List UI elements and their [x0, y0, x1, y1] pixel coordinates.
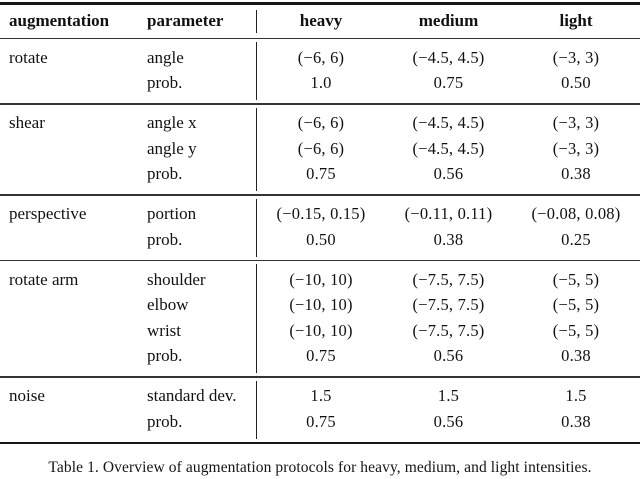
value-light: 0.50 [561, 73, 591, 93]
value-medium: 0.56 [433, 346, 464, 366]
value-light: 0.25 [561, 229, 591, 249]
column-divider [256, 380, 258, 439]
value-heavy: 0.75 [306, 346, 336, 366]
value-light: (−3, 3) [552, 47, 600, 67]
parameter-label: prob. [147, 73, 183, 93]
section-rule [0, 376, 640, 378]
table-row: angle y (−6, 6) (−4.5, 4.5) (−3, 3) [0, 136, 640, 162]
parameter-label: angle x [147, 113, 197, 133]
value-heavy: (−0.15, 0.15) [276, 204, 366, 224]
table-row: shear angle x (−6, 6) (−4.5, 4.5) (−3, 3… [0, 111, 640, 137]
value-light: (−5, 5) [552, 295, 600, 315]
parameter-label: wrist [147, 320, 181, 340]
section-rule [0, 103, 640, 105]
augmentation-label: rotate [9, 47, 48, 67]
parameter-label: angle y [147, 138, 197, 158]
value-light: (−3, 3) [552, 138, 600, 158]
parameter-label: prob. [147, 346, 183, 366]
header-medium: medium [418, 11, 479, 30]
value-medium: (−4.5, 4.5) [412, 47, 485, 67]
value-medium: 0.56 [433, 164, 464, 184]
column-divider [256, 107, 258, 191]
value-light: (−5, 5) [552, 269, 600, 289]
value-medium: 0.75 [433, 73, 464, 93]
column-divider [256, 198, 258, 257]
parameter-label: shoulder [147, 269, 206, 289]
value-heavy: (−6, 6) [297, 138, 345, 158]
table-row: perspective portion (−0.15, 0.15) (−0.11… [0, 202, 640, 228]
table-caption: Table 1. Overview of augmentation protoc… [48, 459, 592, 476]
table-header-row: augmentation parameter heavy medium ligh… [0, 5, 640, 38]
parameter-label: prob. [147, 229, 183, 249]
section-perspective: perspective portion (−0.15, 0.15) (−0.11… [0, 196, 640, 260]
header-heavy: heavy [299, 11, 343, 30]
value-light: 0.38 [561, 164, 591, 184]
table-top-rule [0, 2, 640, 5]
parameter-label: portion [147, 204, 197, 224]
value-light: (−0.08, 0.08) [531, 204, 621, 224]
section-noise: noise standard dev. 1.5 1.5 1.5 prob. 0.… [0, 378, 640, 442]
value-medium: (−7.5, 7.5) [412, 269, 485, 289]
value-light: 0.38 [561, 411, 591, 431]
augmentation-label: shear [9, 113, 45, 133]
value-light: 0.38 [561, 346, 591, 366]
value-light: 1.5 [565, 386, 587, 406]
table-row: elbow (−10, 10) (−7.5, 7.5) (−5, 5) [0, 293, 640, 319]
value-heavy: (−10, 10) [289, 320, 353, 340]
value-heavy: 0.50 [306, 229, 336, 249]
table-row: prob. 0.75 0.56 0.38 [0, 162, 640, 188]
section-rotate: rotate angle (−6, 6) (−4.5, 4.5) (−3, 3)… [0, 39, 640, 103]
header-parameter: parameter [147, 11, 224, 30]
table-row: prob. 0.75 0.56 0.38 [0, 409, 640, 435]
value-heavy: (−6, 6) [297, 47, 345, 67]
section-rule [0, 259, 640, 261]
value-heavy: 1.5 [310, 386, 332, 406]
value-heavy: 0.75 [306, 164, 336, 184]
value-light: (−3, 3) [552, 113, 600, 133]
value-heavy: (−10, 10) [289, 269, 353, 289]
value-medium: 1.5 [437, 386, 460, 406]
value-heavy: 1.0 [310, 73, 332, 93]
section-rotate-arm: rotate arm shoulder (−10, 10) (−7.5, 7.5… [0, 261, 640, 376]
parameter-label: standard dev. [147, 386, 237, 406]
header-augmentation: augmentation [9, 11, 110, 30]
section-shear: shear angle x (−6, 6) (−4.5, 4.5) (−3, 3… [0, 105, 640, 195]
value-heavy: (−10, 10) [289, 295, 353, 315]
table-row: rotate angle (−6, 6) (−4.5, 4.5) (−3, 3) [0, 45, 640, 71]
augmentation-table: augmentation parameter heavy medium ligh… [0, 2, 640, 444]
table-row: wrist (−10, 10) (−7.5, 7.5) (−5, 5) [0, 318, 640, 344]
column-divider [256, 42, 258, 100]
column-divider [256, 264, 258, 373]
value-heavy: 0.75 [306, 411, 336, 431]
parameter-label: angle [147, 47, 184, 67]
value-medium: (−4.5, 4.5) [412, 138, 485, 158]
value-medium: 0.38 [433, 229, 464, 249]
table-bottom-rule [0, 441, 640, 444]
value-heavy: (−6, 6) [297, 113, 345, 133]
column-divider [256, 9, 258, 33]
parameter-label: prob. [147, 164, 183, 184]
header-rule [0, 37, 640, 39]
value-medium: (−4.5, 4.5) [412, 113, 485, 133]
section-rule [0, 194, 640, 196]
value-medium: (−7.5, 7.5) [412, 320, 485, 340]
parameter-label: prob. [147, 411, 183, 431]
value-medium: (−7.5, 7.5) [412, 295, 485, 315]
parameter-label: elbow [147, 295, 189, 315]
augmentation-label: perspective [9, 204, 87, 224]
value-light: (−5, 5) [552, 320, 600, 340]
table-row: prob. 0.75 0.56 0.38 [0, 344, 640, 370]
table-row: prob. 1.0 0.75 0.50 [0, 71, 640, 97]
augmentation-label: rotate arm [9, 269, 79, 289]
value-medium: 0.56 [433, 411, 464, 431]
table-row: prob. 0.50 0.38 0.25 [0, 227, 640, 253]
table-row: rotate arm shoulder (−10, 10) (−7.5, 7.5… [0, 267, 640, 293]
augmentation-label: noise [9, 386, 45, 406]
header-light: light [559, 11, 593, 30]
value-medium: (−0.11, 0.11) [404, 204, 493, 224]
table-row: noise standard dev. 1.5 1.5 1.5 [0, 384, 640, 410]
